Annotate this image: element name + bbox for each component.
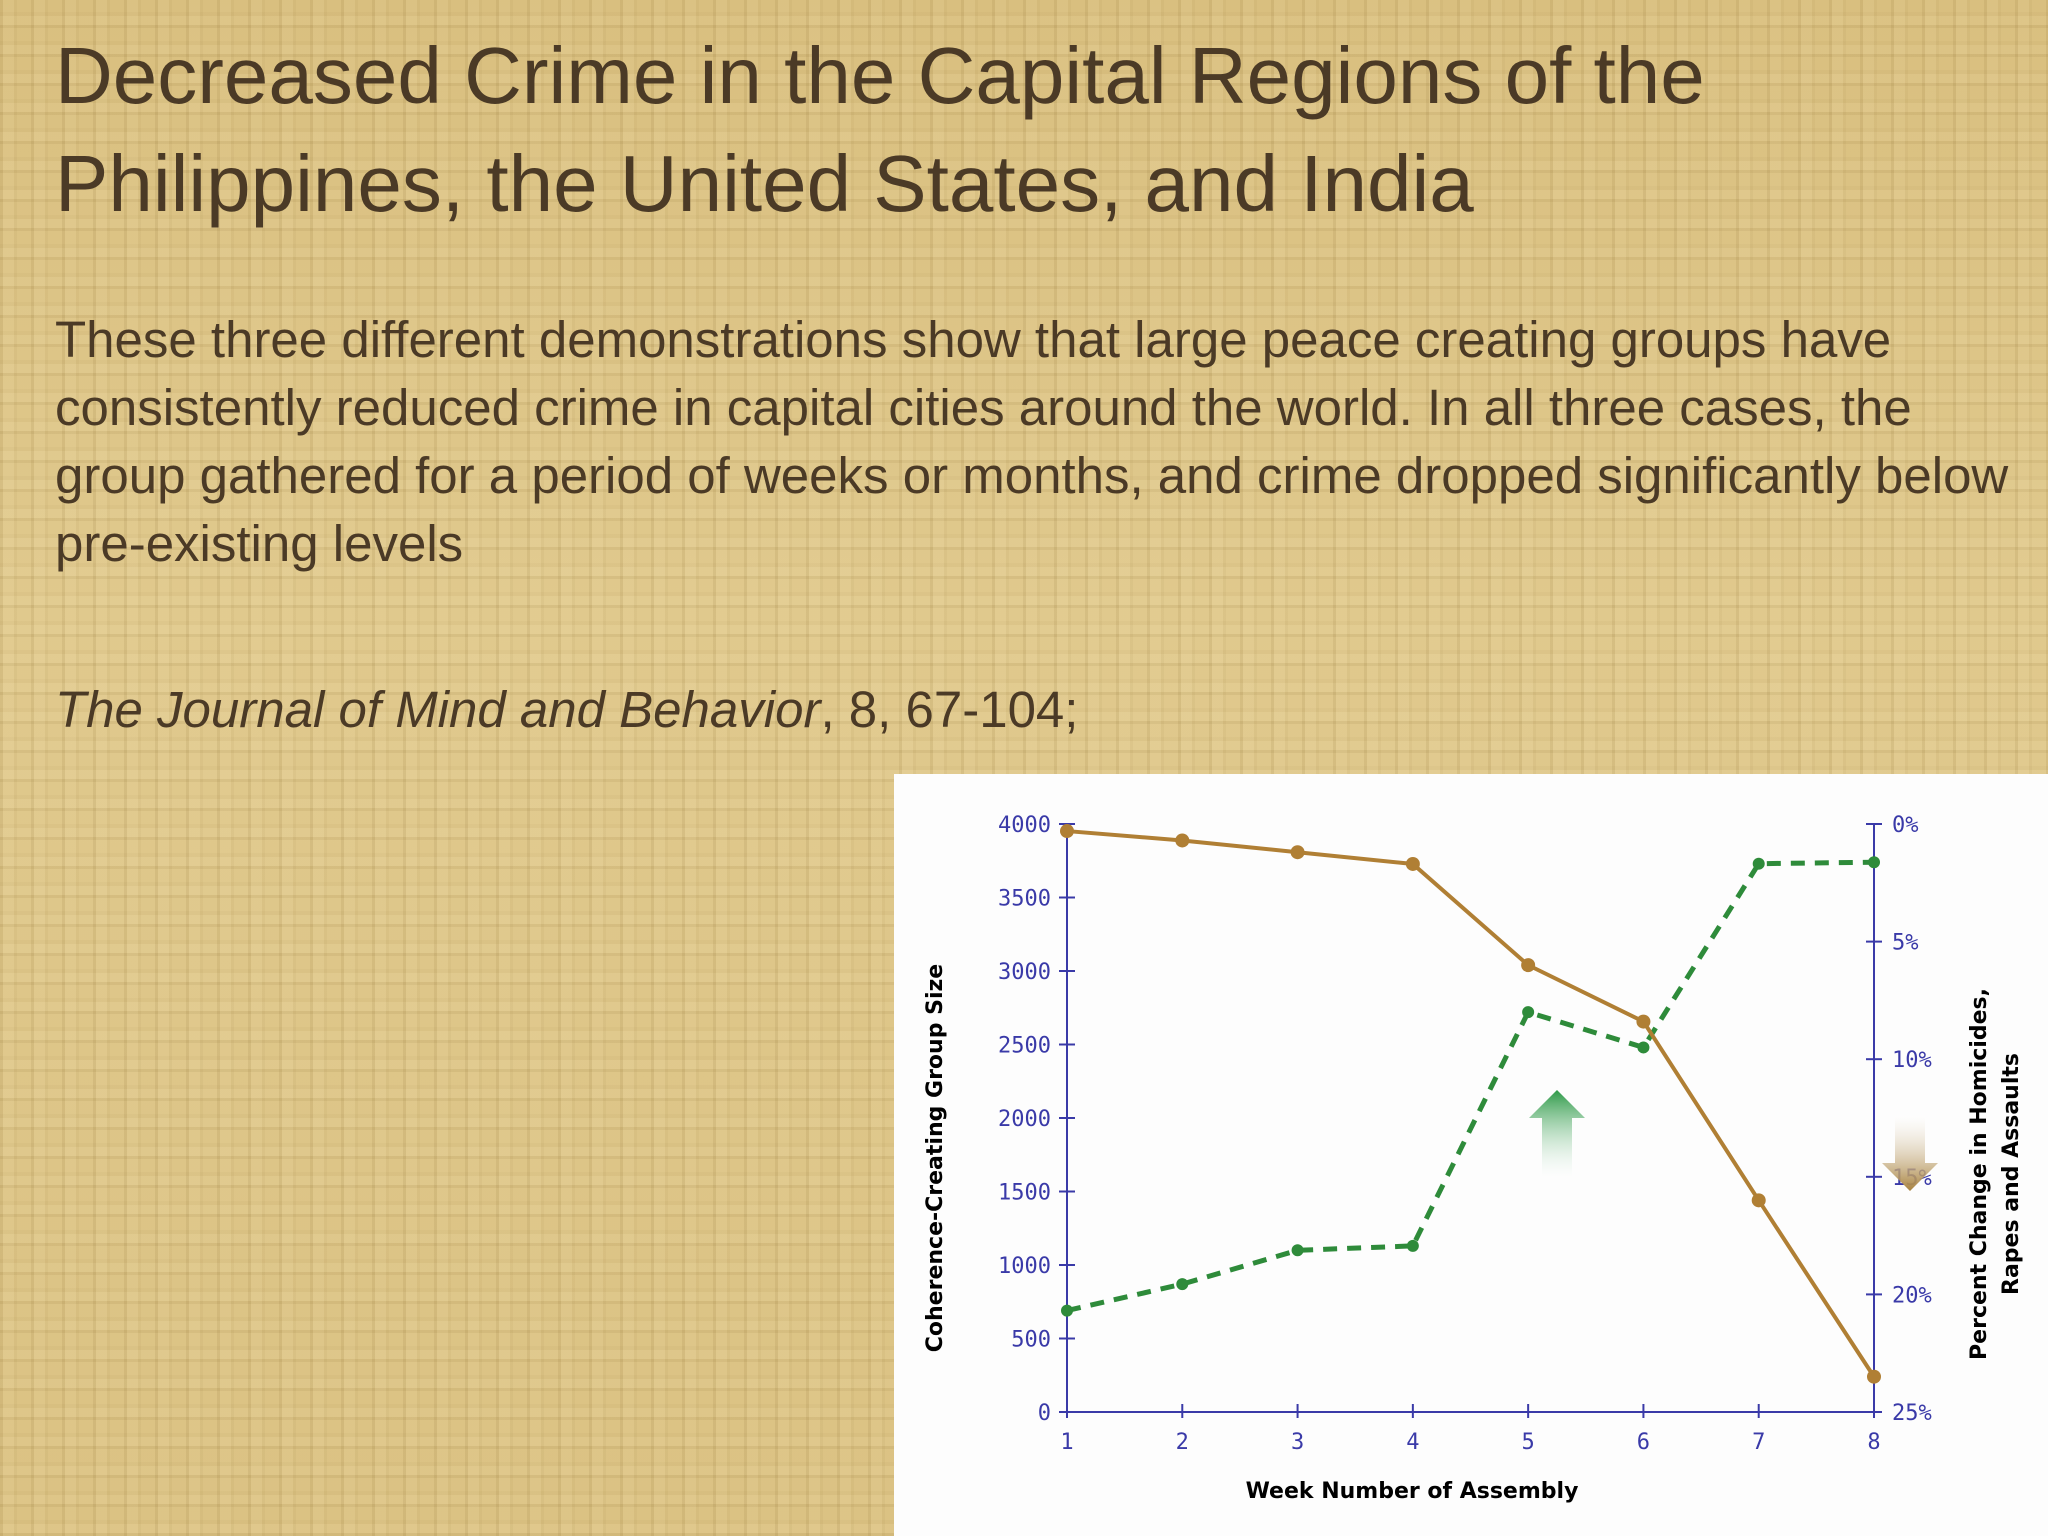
y2-tick-label: 10% bbox=[1892, 1048, 1932, 1073]
x-tick-label: 1 bbox=[1060, 1430, 1073, 1455]
x-tick-label: 7 bbox=[1752, 1430, 1765, 1455]
crime-change-point bbox=[1175, 833, 1190, 848]
y-tick-label: 2000 bbox=[998, 1107, 1051, 1132]
x-tick-label: 6 bbox=[1637, 1430, 1650, 1455]
y2-tick-label: 20% bbox=[1892, 1283, 1932, 1308]
crime-change-series-line bbox=[1066, 829, 1876, 1378]
green-up-arrow-icon bbox=[1529, 1090, 1585, 1178]
x-tick-label: 2 bbox=[1176, 1430, 1189, 1455]
crime-change-point bbox=[1867, 1369, 1881, 1384]
y2-tick-label: 5% bbox=[1892, 931, 1919, 956]
crime-change-point bbox=[1521, 958, 1536, 973]
crime-change-point bbox=[1751, 1193, 1766, 1208]
y-tick-label: 2500 bbox=[998, 1034, 1051, 1059]
line-chart: 4000 3500 3000 2500 2000 1500 1000 500 0 0% 5% 10% 1… bbox=[923, 813, 2024, 1504]
group-size-point bbox=[1752, 857, 1765, 870]
group-size-point bbox=[1291, 1244, 1304, 1257]
chart-panel: 4000 3500 3000 2500 2000 1500 1000 500 0 0% 5% 10% 1… bbox=[894, 774, 2048, 1536]
y-axis-title: Coherence-Creating Group Size bbox=[923, 964, 948, 1352]
x-tick-label: 5 bbox=[1522, 1430, 1535, 1455]
x-tick-label: 3 bbox=[1291, 1430, 1304, 1455]
crime-change-point bbox=[1636, 1014, 1651, 1029]
y2-tick-label: 25% bbox=[1892, 1401, 1932, 1426]
y-tick-label: 1000 bbox=[998, 1254, 1051, 1279]
citation-volume-pages: , 8, 67-104; bbox=[820, 681, 1079, 738]
y-tick-label: 3000 bbox=[998, 960, 1051, 985]
y2-tick-label: 0% bbox=[1892, 813, 1919, 838]
y-tick-label: 3500 bbox=[998, 887, 1051, 912]
group-size-point bbox=[1522, 1006, 1535, 1019]
y-tick-label: 1500 bbox=[998, 1181, 1051, 1206]
x-axis-title: Week Number of Assembly bbox=[1246, 1479, 1579, 1504]
y-tick-label: 0 bbox=[1038, 1401, 1051, 1426]
brown-down-arrow-icon bbox=[1882, 1116, 1938, 1191]
group-size-point bbox=[1406, 1239, 1419, 1252]
group-size-point bbox=[1061, 1304, 1073, 1317]
citation: The Journal of Mind and Behavior, 8, 67-… bbox=[55, 676, 1078, 744]
crime-change-point bbox=[1060, 824, 1074, 839]
crime-change-point bbox=[1290, 845, 1305, 860]
crime-change-point bbox=[1405, 856, 1420, 871]
slide-body-text: These three different demonstrations sho… bbox=[55, 311, 2009, 572]
citation-journal: The Journal of Mind and Behavior bbox=[55, 681, 821, 738]
x-tick-label: 4 bbox=[1406, 1430, 1419, 1455]
x-tick-label: 8 bbox=[1867, 1430, 1880, 1455]
group-size-series-line bbox=[1066, 859, 1875, 1314]
group-size-point bbox=[1176, 1278, 1189, 1291]
y2-axis-title-line2: Rapes and Assaults bbox=[1999, 1053, 2024, 1295]
group-size-point bbox=[1637, 1041, 1650, 1054]
group-size-point bbox=[1868, 856, 1880, 869]
y-tick-label: 500 bbox=[1011, 1328, 1051, 1353]
slide-title: Decreased Crime in the Capital Regions o… bbox=[55, 31, 1705, 228]
y2-axis-title-line1: Percent Change in Homicides, bbox=[1967, 988, 1992, 1360]
y-tick-label: 4000 bbox=[998, 813, 1051, 838]
